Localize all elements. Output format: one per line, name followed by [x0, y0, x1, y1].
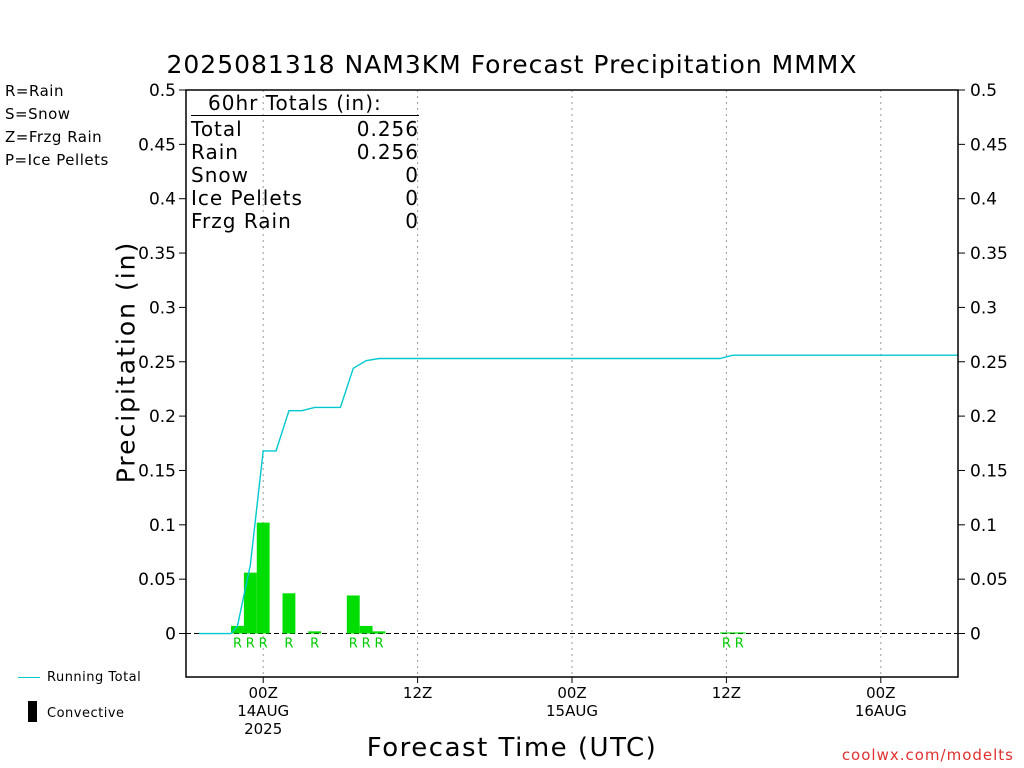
legend-rain: R=Rain: [5, 82, 64, 100]
precip-bar: [372, 631, 386, 634]
totals-row-ice-pellets: Ice Pellets 0: [191, 186, 419, 210]
convective-key-label: Convective: [47, 706, 125, 721]
running-total-key-line: [18, 677, 40, 678]
x-tick-label: 00Z: [249, 684, 278, 702]
precip-bar: [282, 593, 296, 634]
y-tick-label-left: 0.3: [149, 298, 176, 318]
precip-bar: [231, 625, 244, 634]
totals-box: 60hr Totals (in): Total 0.256 Rain 0.256 S…: [191, 92, 419, 233]
y-tick-label-left: 0: [165, 625, 176, 645]
x-tick-label: 12Z: [403, 684, 432, 702]
y-tick-label-right: 0.45: [970, 135, 1008, 155]
y-tick-label-right: 0.05: [970, 570, 1008, 590]
y-tick-label-left: 0.2: [149, 407, 176, 427]
x-tick-label: 00Z: [557, 684, 586, 702]
rain-marker: R: [284, 637, 293, 652]
totals-header: 60hr Totals (in):: [208, 91, 382, 115]
totals-divider: [191, 115, 419, 116]
rain-marker: R: [362, 637, 371, 652]
running-total-line: [198, 354, 958, 635]
y-tick-label-left: 0.5: [149, 81, 176, 101]
x-tick-label: 15AUG: [546, 702, 598, 720]
y-tick-label-left: 0.45: [138, 135, 176, 155]
y-tick-label-left: 0.1: [149, 516, 176, 536]
y-tick-label-right: 0: [970, 625, 981, 645]
rain-marker: R: [374, 637, 383, 652]
totals-row-freezing-rain: Frzg Rain 0: [191, 209, 419, 233]
totals-row-total: Total 0.256: [191, 117, 419, 141]
y-tick-label-right: 0.4: [970, 190, 997, 210]
y-tick-label-right: 0.35: [970, 244, 1008, 264]
legend-snow: S=Snow: [5, 105, 71, 123]
precip-bar: [346, 595, 360, 634]
y-tick-label-right: 0.2: [970, 407, 997, 427]
y-tick-label-right: 0.5: [970, 81, 997, 101]
rain-marker: R: [233, 637, 242, 652]
precip-bar: [256, 522, 270, 634]
credit-link[interactable]: coolwx.com/modelts: [841, 746, 1014, 764]
x-tick-label: 12Z: [712, 684, 741, 702]
rain-marker: R: [349, 637, 358, 652]
x-tick-label: 14AUG: [237, 702, 289, 720]
y-tick-label-right: 0.15: [970, 461, 1008, 481]
precip-bar: [359, 625, 373, 634]
y-tick-label-right: 0.3: [970, 298, 997, 318]
y-tick-label-right: 0.25: [970, 353, 1008, 373]
rain-marker: R: [735, 637, 744, 652]
y-axis-label: Precipitation (in): [111, 240, 141, 484]
y-tick-label-left: 0.05: [138, 570, 176, 590]
precip-bar: [719, 632, 733, 634]
rain-marker: R: [259, 637, 268, 652]
y-tick-label-right: 0.1: [970, 516, 997, 536]
x-tick-label: 00Z: [866, 684, 895, 702]
legend-ice-pellets: P=Ice Pellets: [5, 151, 109, 169]
y-tick-label-left: 0.25: [138, 353, 176, 373]
totals-row-rain: Rain 0.256: [191, 140, 419, 164]
convective-key-swatch: [28, 701, 37, 722]
y-tick-label-left: 0.4: [149, 190, 176, 210]
precip-bar: [243, 572, 257, 634]
running-total-key-label: Running Total: [47, 670, 142, 685]
precip-bar: [732, 632, 746, 634]
y-tick-label-left: 0.15: [138, 461, 176, 481]
chart-title: 2025081318 NAM3KM Forecast Precipitation…: [166, 50, 858, 79]
x-tick-label: 2025: [244, 720, 282, 738]
rain-marker: R: [310, 637, 319, 652]
x-tick-label: 16AUG: [855, 702, 907, 720]
rain-marker: R: [246, 637, 255, 652]
rain-marker: R: [722, 637, 731, 652]
y-tick-label-left: 0.35: [138, 244, 176, 264]
precip-bar: [308, 631, 322, 634]
legend-freezing-rain: Z=Frzg Rain: [5, 128, 103, 146]
totals-row-snow: Snow 0: [191, 163, 419, 187]
